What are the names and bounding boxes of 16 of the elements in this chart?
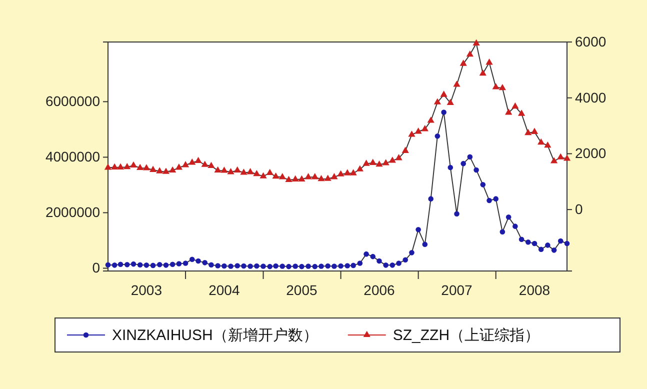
x-tick-label: 2008 bbox=[518, 282, 550, 298]
x-tick-label: 2005 bbox=[286, 282, 318, 298]
legend-label: SZ_ZZH（上证综指） bbox=[392, 327, 540, 344]
y-tick-label: 0 bbox=[92, 260, 100, 276]
x-tick-label: 2003 bbox=[130, 282, 162, 298]
x-tick-label: 2007 bbox=[441, 282, 473, 298]
y-tick-label: 6000000 bbox=[45, 93, 100, 110]
legend-label: XINZKAIHUSH（新增开户数） bbox=[112, 327, 318, 344]
y2-tick-label: 6000 bbox=[575, 33, 606, 50]
x-tick-label: 2004 bbox=[208, 282, 240, 298]
y-tick-label: 2000000 bbox=[45, 204, 100, 220]
x-tick-label: 2006 bbox=[364, 282, 396, 298]
y2-tick-label: 0 bbox=[575, 201, 583, 218]
y2-tick-label: 2000 bbox=[575, 145, 606, 162]
y-tick-label: 4000000 bbox=[45, 148, 100, 165]
y2-tick-label: 4000 bbox=[575, 89, 606, 106]
